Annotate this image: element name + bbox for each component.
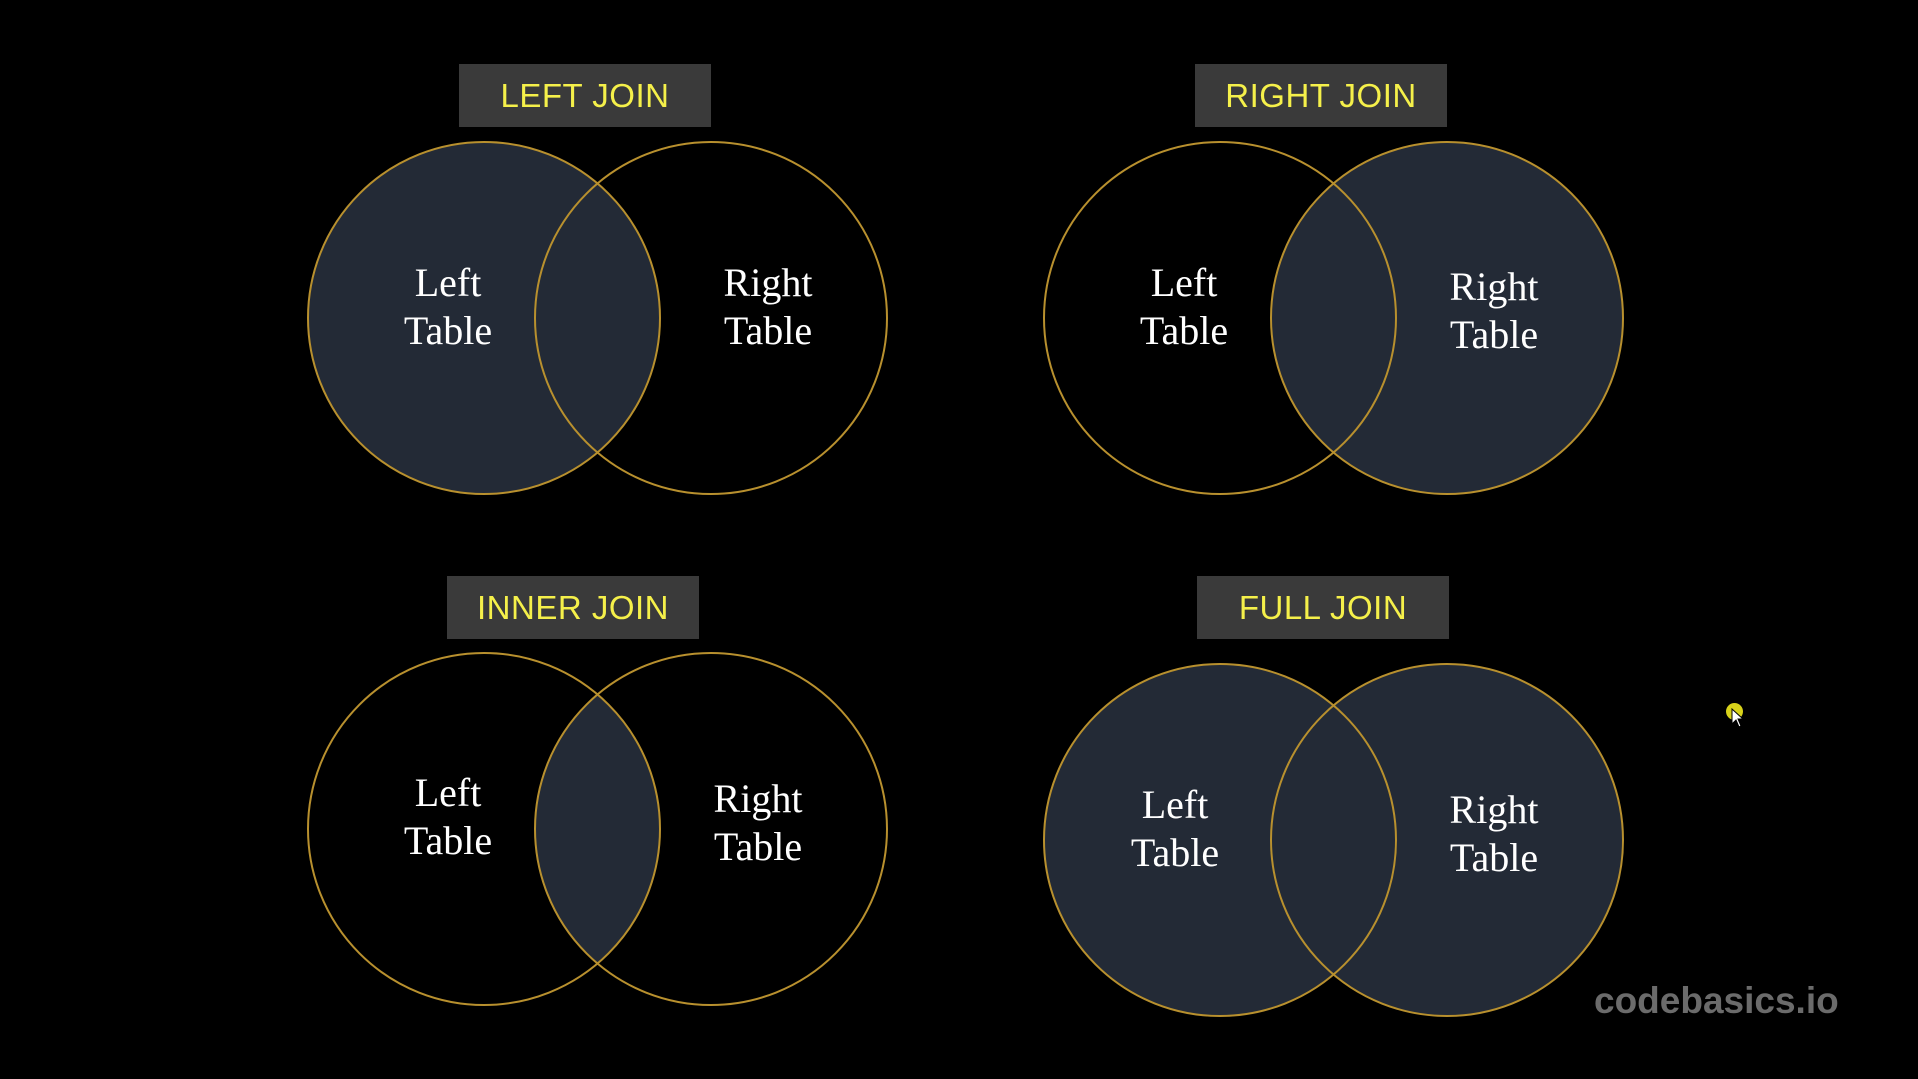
left-join-left-table-label: Left Table [404, 260, 492, 353]
inner-join-venn: Left Table Right Table [307, 652, 888, 1006]
inner-join-intersection-region [535, 653, 660, 1005]
codebasics-watermark: codebasics.io [1594, 980, 1839, 1021]
left-join-intersection-region [535, 142, 660, 494]
right-join-title: RIGHT JOIN [1225, 76, 1417, 114]
inner-join-left-table-label: Left Table [404, 770, 492, 863]
full-join-right-circle [1270, 663, 1624, 1017]
left-join-title: LEFT JOIN [500, 76, 670, 114]
right-join-venn: Left Table Right Table [1043, 141, 1624, 495]
full-join-intersection-region [1271, 664, 1396, 1016]
inner-join-title: INNER JOIN [476, 588, 669, 626]
right-join-left-circle [1043, 141, 1397, 495]
full-join-title-box: FULL JOIN [1197, 576, 1449, 639]
inner-join-right-table-label: Right Table [714, 776, 803, 869]
right-join-title-box: RIGHT JOIN [1195, 64, 1447, 127]
full-join-left-table-label: Left Table [1131, 782, 1219, 875]
full-join-left-circle [1043, 663, 1397, 1017]
full-join-title: FULL JOIN [1238, 588, 1408, 626]
right-join-right-table-label: Right Table [1450, 264, 1539, 357]
right-join-intersection-region [1271, 142, 1396, 494]
right-join-right-circle [1270, 141, 1624, 495]
inner-join-left-circle [307, 652, 661, 1006]
right-join-left-table-label: Left Table [1140, 260, 1228, 353]
left-join-right-circle [534, 141, 888, 495]
left-join-venn: Left Table Right Table [307, 141, 888, 495]
left-join-left-circle [307, 141, 661, 495]
mouse-pointer-icon [1731, 708, 1745, 728]
left-join-title-box: LEFT JOIN [459, 64, 711, 127]
full-join-right-table-label: Right Table [1450, 787, 1539, 880]
inner-join-right-circle [534, 652, 888, 1006]
inner-join-title-box: INNER JOIN [447, 576, 699, 639]
full-join-venn: Left Table Right Table [1043, 663, 1624, 1017]
left-join-right-table-label: Right Table [724, 260, 813, 353]
